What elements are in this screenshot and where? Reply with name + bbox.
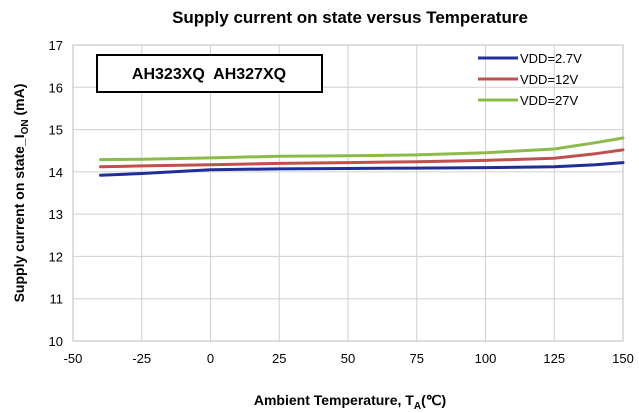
x-axis-label: Ambient Temperature, TA(℃) [254, 392, 446, 412]
x-tick-label: 0 [207, 351, 214, 366]
y-tick-label: 16 [49, 80, 63, 95]
x-tick-label: 125 [543, 351, 565, 366]
x-tick-label: 75 [410, 351, 424, 366]
x-tick-label: -50 [64, 351, 83, 366]
x-tick-label: 150 [612, 351, 634, 366]
x-axis-label-main: Ambient Temperature, T [254, 392, 414, 408]
y-axis-label: Supply current on state_ION (mA) [11, 84, 31, 303]
y-tick-label: 14 [49, 165, 63, 180]
x-axis-label-unit: (℃) [421, 392, 446, 408]
y-tick-label: 17 [49, 38, 63, 53]
x-tick-label: -25 [132, 351, 151, 366]
x-tick-label: 100 [475, 351, 497, 366]
annotation-text: AH323XQ AH327XQ [132, 66, 286, 83]
x-tick-label: 50 [341, 351, 355, 366]
y-tick-labels: 10 11 12 13 14 15 16 17 [49, 38, 63, 349]
x-tick-labels: -50 -25 0 25 50 75 100 125 150 [64, 351, 634, 366]
chart-title: Supply current on state versus Temperatu… [172, 8, 528, 27]
plot-grid [72, 44, 624, 342]
y-tick-label: 13 [49, 207, 63, 222]
annotation-frame [96, 54, 323, 93]
y-axis-label-main: Supply current on state_I [11, 134, 27, 302]
series-line [99, 136, 625, 162]
x-axis-label-sub: A [414, 401, 421, 412]
y-tick-label: 11 [50, 292, 64, 307]
x-tick-label: 25 [272, 351, 286, 366]
legend: VDD=2.7V VDD=12V VDD=27V [478, 51, 582, 108]
legend-label: VDD=12V [520, 72, 578, 87]
y-tick-label: 12 [49, 249, 63, 264]
y-tick-label: 10 [49, 334, 63, 349]
series-lines [99, 136, 625, 177]
y-axis-label-sub: ON [20, 119, 31, 134]
legend-label: VDD=27V [520, 93, 578, 108]
legend-label: VDD=2.7V [520, 51, 582, 66]
plot-area [72, 44, 624, 342]
series-line [99, 161, 625, 177]
series-line [99, 148, 625, 169]
y-tick-label: 15 [49, 123, 63, 138]
annotation-box: AH323XQ AH327XQ [96, 54, 323, 93]
y-axis-label-unit: (mA) [11, 84, 27, 120]
